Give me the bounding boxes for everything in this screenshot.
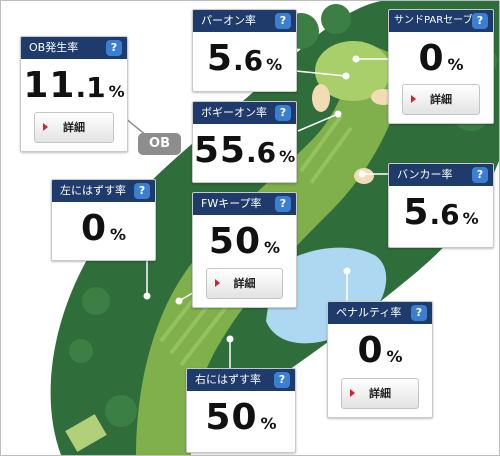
- ob-detail-button[interactable]: 詳細: [34, 112, 114, 143]
- help-icon[interactable]: ?: [472, 13, 488, 29]
- value-percent: %: [260, 414, 277, 433]
- value-integer: 5: [206, 38, 233, 79]
- help-icon[interactable]: ?: [275, 105, 291, 121]
- fw-keep-rate-title: FWキープ率 ?: [193, 193, 296, 215]
- play-arrow-icon: [350, 389, 355, 397]
- ob-rate-card: OB発生率 ? 11.1% 詳細: [20, 36, 128, 152]
- right-miss-rate-card: 右にはずす率 ? 50%: [186, 368, 296, 453]
- button-label: 詳細: [63, 121, 85, 134]
- value-percent: %: [386, 347, 403, 366]
- sand-save-rate-title-text: サンドPARセーブ率: [394, 15, 483, 26]
- par-on-rate-title: パーオン率 ?: [193, 10, 296, 32]
- green-area: [315, 41, 391, 101]
- par-on-rate-card: パーオン率 ? 5.6%: [192, 9, 297, 92]
- value-integer: 0: [357, 330, 384, 371]
- value-percent: %: [266, 55, 283, 74]
- penalty-detail-button[interactable]: 詳細: [341, 378, 419, 409]
- left-miss-rate-title-text: 左にはずす率: [60, 184, 126, 197]
- bogey-on-rate-title: ボギーオン率 ?: [193, 102, 296, 124]
- play-arrow-icon: [215, 279, 220, 287]
- fw-keep-rate-title-text: FWキープ率: [201, 197, 262, 210]
- value-integer: 50: [208, 221, 262, 262]
- value-percent: %: [462, 209, 479, 228]
- ob-rate-title-text: OB発生率: [29, 41, 79, 54]
- penalty-rate-title-text: ペナルティ率: [336, 306, 402, 319]
- right-miss-rate-title-text: 右にはずす率: [195, 373, 261, 386]
- sand-save-rate-card: サンドPARセーブ率 ? 0% 詳細: [388, 9, 494, 124]
- value-integer: 5: [403, 192, 430, 233]
- par-on-rate-title-text: パーオン率: [201, 14, 256, 27]
- bogey-on-rate-title-text: ボギーオン率: [201, 106, 267, 119]
- tee-box: [65, 414, 107, 452]
- sand-save-rate-value: 0%: [389, 38, 493, 79]
- value-percent: %: [447, 55, 464, 74]
- sand-save-rate-title: サンドPARセーブ率 ?: [389, 10, 493, 32]
- bogey-on-rate-value: 55.6%: [193, 130, 296, 171]
- penalty-rate-card: ペナルティ率 ? 0% 詳細: [327, 301, 433, 418]
- help-icon[interactable]: ?: [472, 167, 488, 183]
- play-arrow-icon: [411, 95, 416, 103]
- play-arrow-icon: [43, 123, 48, 131]
- fw-keep-rate-value: 50%: [193, 221, 296, 262]
- ob-badge: OB: [138, 133, 181, 155]
- left-miss-rate-card: 左にはずす率 ? 0%: [51, 179, 156, 261]
- right-miss-rate-value: 50%: [187, 397, 295, 438]
- button-label: 詳細: [233, 277, 256, 290]
- value-decimal: .1: [75, 71, 106, 104]
- value-decimal: .6: [245, 136, 277, 169]
- sand-save-detail-button[interactable]: 詳細: [402, 84, 480, 115]
- par-on-rate-value: 5.6%: [193, 38, 296, 79]
- bunker-rate-title-text: バンカー率: [397, 168, 453, 181]
- fw-keep-rate-card: FWキープ率 ? 50% 詳細: [192, 192, 297, 308]
- value-integer: 0: [80, 208, 108, 249]
- bogey-on-rate-card: ボギーオン率 ? 55.6%: [192, 101, 297, 183]
- ob-rate-value: 11.1%: [21, 65, 127, 106]
- value-decimal: .6: [429, 198, 460, 231]
- penalty-rate-value: 0%: [328, 330, 432, 371]
- help-icon[interactable]: ?: [134, 183, 150, 199]
- left-miss-rate-value: 0%: [52, 208, 155, 249]
- value-percent: %: [110, 225, 127, 244]
- bunker-rate-title: バンカー率 ?: [389, 164, 493, 186]
- value-decimal: .6: [232, 44, 264, 77]
- bunker-rate-value: 5.6%: [389, 192, 493, 233]
- value-integer: 50: [205, 397, 258, 438]
- fw-keep-detail-button[interactable]: 詳細: [206, 268, 283, 299]
- help-icon[interactable]: ?: [274, 372, 290, 388]
- ob-rate-title: OB発生率 ?: [21, 37, 127, 59]
- help-icon[interactable]: ?: [275, 13, 291, 29]
- help-icon[interactable]: ?: [411, 305, 427, 321]
- right-miss-rate-title: 右にはずす率 ?: [187, 369, 295, 391]
- value-integer: 0: [418, 38, 445, 79]
- bunker-rate-card: バンカー率 ? 5.6%: [388, 163, 494, 248]
- value-percent: %: [264, 238, 281, 257]
- value-integer: 55: [193, 130, 246, 171]
- connector-dots: [143, 55, 366, 343]
- button-label: 詳細: [430, 93, 452, 106]
- button-label: 詳細: [369, 387, 391, 400]
- help-icon[interactable]: ?: [275, 196, 291, 212]
- penalty-rate-title: ペナルティ率 ?: [328, 302, 432, 324]
- help-icon[interactable]: ?: [106, 40, 122, 56]
- value-integer: 11: [23, 65, 76, 106]
- left-miss-rate-title: 左にはずす率 ?: [52, 180, 155, 202]
- value-percent: %: [108, 82, 125, 101]
- value-percent: %: [279, 147, 296, 166]
